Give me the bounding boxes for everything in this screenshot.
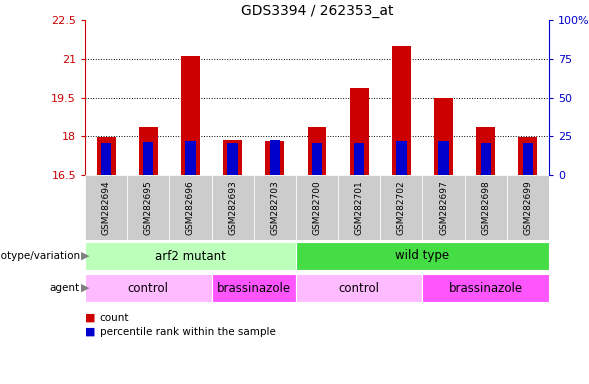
Bar [396,141,406,175]
Bar [507,175,549,240]
Bar [338,175,380,240]
Text: GSM282697: GSM282697 [439,180,448,235]
Bar [434,98,453,175]
Text: count: count [100,313,129,323]
Text: ■: ■ [85,313,95,323]
Text: GSM282699: GSM282699 [524,180,532,235]
Bar [270,140,280,175]
Bar [350,88,369,175]
Bar [223,140,242,175]
Text: control: control [339,281,380,295]
Bar [227,144,238,175]
Bar [97,137,115,175]
Text: agent: agent [50,283,80,293]
Bar [481,144,491,175]
Bar [211,273,296,303]
Bar [296,175,338,240]
Bar [422,273,549,303]
Bar [296,242,549,270]
Bar [296,273,422,303]
Bar [518,137,537,175]
Title: GDS3394 / 262353_at: GDS3394 / 262353_at [241,3,393,18]
Bar [139,127,158,175]
Bar [307,127,326,175]
Text: genotype/variation: genotype/variation [0,251,80,261]
Text: ■: ■ [85,327,95,337]
Bar [181,56,200,175]
Text: ▶: ▶ [81,283,90,293]
Bar [312,144,322,175]
Text: brassinazole: brassinazole [449,281,523,295]
Text: brassinazole: brassinazole [217,281,291,295]
Bar [354,144,365,175]
Text: GSM282702: GSM282702 [397,180,406,235]
Bar [101,143,111,175]
Text: GSM282693: GSM282693 [228,180,237,235]
Text: GSM282696: GSM282696 [186,180,195,235]
Bar [265,141,284,175]
Bar [85,242,296,270]
Text: GSM282695: GSM282695 [144,180,153,235]
Text: GSM282698: GSM282698 [481,180,490,235]
Text: wild type: wild type [395,250,449,263]
Bar [85,273,211,303]
Bar [170,175,211,240]
Bar [522,144,533,175]
Bar [254,175,296,240]
Text: percentile rank within the sample: percentile rank within the sample [100,327,276,337]
Bar [143,142,154,175]
Bar [477,127,495,175]
Text: ▶: ▶ [81,251,90,261]
Bar [392,46,411,175]
Bar [85,175,127,240]
Bar [211,175,254,240]
Bar [465,175,507,240]
Text: control: control [128,281,169,295]
Text: GSM282700: GSM282700 [313,180,322,235]
Text: arf2 mutant: arf2 mutant [155,250,226,263]
Bar [185,141,196,175]
Text: GSM282703: GSM282703 [270,180,279,235]
Text: GSM282694: GSM282694 [101,180,111,235]
Text: GSM282701: GSM282701 [355,180,363,235]
Bar [422,175,465,240]
Bar [438,141,449,175]
Bar [380,175,422,240]
Bar [127,175,170,240]
